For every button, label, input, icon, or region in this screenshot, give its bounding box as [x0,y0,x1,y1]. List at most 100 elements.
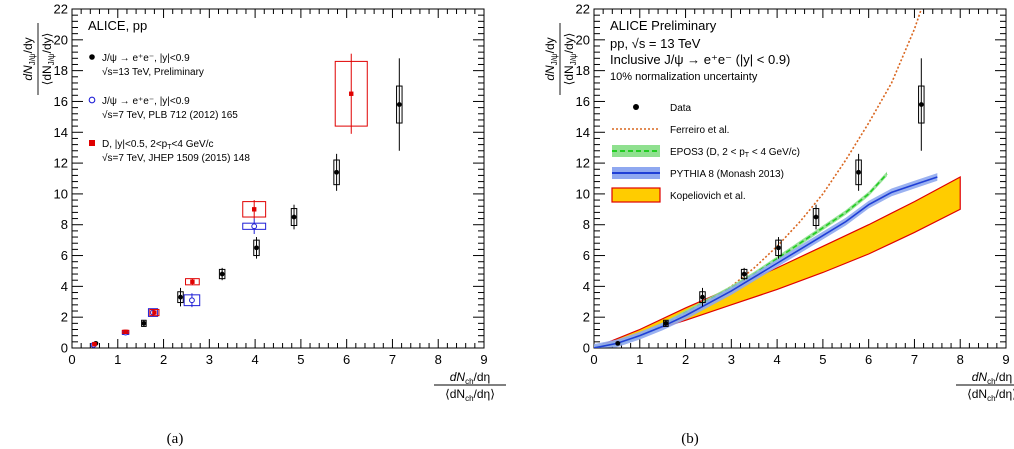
data-point [190,279,195,284]
y-tick-label: 0 [61,341,68,356]
x-tick-label: 2 [682,352,689,367]
data-point [334,169,339,175]
y-tick-label: 8 [583,217,590,232]
x-tick-label: 3 [728,352,735,367]
legend-label-2: √s=7 TeV, PLB 712 (2012) 165 [102,109,238,121]
model-curves [594,9,961,348]
y-tick-label: 12 [576,156,590,171]
x-tick-label: 9 [480,352,487,367]
x-tick-label: 8 [957,352,964,367]
x-label-denominator: ⟨dNch/dη⟩ [967,387,1014,403]
data-point [254,245,259,251]
data-point [189,297,195,304]
legend-marker [633,104,639,110]
legend-header: ALICE Preliminary [610,18,717,33]
y-tick-label: 22 [54,2,68,17]
pythia-line [594,176,938,348]
legend-label: J/ψ → e⁺e⁻, |y|<0.9 [102,53,190,64]
data-point [396,102,402,107]
x-tick-label: 0 [68,352,75,367]
y-tick-label: 8 [61,217,68,232]
y-tick-label: 4 [583,279,590,294]
x-tick-label: 8 [435,352,442,367]
panel-a: 0 1 2 3 4 5 6 7 8 90246810121416182022dNJ/ψ/dy⟨dN… [21,2,506,447]
x-tick-label: 3 [206,352,213,367]
data-point [349,91,354,96]
y-label-denominator: ⟨dNJ/ψ/dy⟩ [40,33,56,86]
panel-b: 0 1 2 3 4 5 6 7 8 90246810121416182022dNJ/ψ/dy⟨dN… [543,2,1014,447]
x-tick-label: 2 [160,352,167,367]
data-point [776,245,781,251]
legend-label: Kopeliovich et al. [670,191,746,202]
legend-marker [89,140,95,146]
data-point [178,294,183,300]
data-point [813,214,819,220]
data-point [152,310,157,315]
y-tick-label: 10 [54,186,68,201]
legend-label: D, |y|<0.5, 2<pT<4 GeV/c [102,139,213,151]
y-tick-label: 20 [54,32,68,47]
panel-caption: (b) [681,431,699,447]
y-tick-label: 18 [576,63,590,78]
data-point [663,320,669,326]
x-tick-label: 5 [297,352,304,367]
data-point [291,214,297,220]
x-label-denominator: ⟨dNch/dη⟩ [445,387,495,403]
x-tick-label: 6 [343,352,350,367]
y-tick-label: 20 [576,32,590,47]
data-point [92,341,97,347]
y-axis-label: dNJ/ψ/dy⟨dNJ/ψ/dy⟩ [543,23,578,95]
data-point [918,102,924,107]
legend-label-2: √s=13 TeV, Preliminary [102,66,204,78]
x-tick-label: 1 [636,352,643,367]
y-tick-label: 6 [61,248,68,263]
data-point [251,207,257,212]
data-point [615,340,621,346]
x-tick-label: 1 [114,352,121,367]
y-tick-label: 10 [576,186,590,201]
x-tick-label: 9 [1002,352,1009,367]
y-tick-label: 22 [576,2,590,17]
legend-label: EPOS3 (D, 2 < pT < 4 GeV/c) [670,147,800,159]
data-point [700,294,705,300]
data-point [141,320,147,326]
y-tick-label: 16 [54,94,68,109]
y-label-denominator: ⟨dNJ/ψ/dy⟩ [562,33,578,86]
y-tick-label: 4 [61,279,68,294]
y-tick-label: 6 [583,248,590,263]
x-tick-label: 4 [251,352,258,367]
y-label-numerator: dNJ/ψ/dy [543,37,559,80]
y-tick-label: 18 [54,63,68,78]
panel-caption: (a) [167,431,184,447]
x-tick-label: 5 [819,352,826,367]
data-point [741,271,747,277]
plot-frame [71,8,485,349]
legend-marker [89,54,95,60]
y-label-numerator: dNJ/ψ/dy [21,37,37,80]
legend-label: Ferreiro et al. [670,125,729,136]
legend-label: Data [670,103,692,114]
legend-marker [88,96,96,104]
y-tick-label: 2 [583,310,590,325]
y-axis-label: dNJ/ψ/dy⟨dNJ/ψ/dy⟩ [21,23,56,95]
legend-label: PYTHIA 8 (Monash 2013) [670,169,784,180]
y-tick-label: 14 [576,125,590,140]
legend-header-line: Inclusive J/ψ → e⁺e⁻ (|y| < 0.9) [610,52,790,67]
data-point [219,271,225,277]
x-label-numerator: dNch/dη [450,370,490,386]
y-tick-label: 2 [61,310,68,325]
x-tick-label: 7 [911,352,918,367]
y-tick-label: 14 [54,125,68,140]
data-point [856,169,861,175]
y-tick-label: 16 [576,94,590,109]
y-tick-label: 0 [583,341,590,356]
data-point [251,223,258,230]
legend-header: ALICE, pp [88,18,147,33]
plot-frame [593,8,1007,349]
x-tick-label: 4 [773,352,780,367]
x-tick-label: 0 [590,352,597,367]
legend-marker [611,187,661,203]
syst-box [147,308,159,317]
y-tick-label: 12 [54,156,68,171]
